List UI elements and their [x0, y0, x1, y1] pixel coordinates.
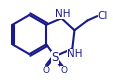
Text: NH: NH	[66, 49, 81, 59]
Text: O: O	[42, 66, 49, 75]
Text: Cl: Cl	[97, 11, 107, 21]
Text: S: S	[51, 51, 58, 64]
Text: NH: NH	[54, 9, 70, 19]
Text: O: O	[60, 66, 67, 75]
